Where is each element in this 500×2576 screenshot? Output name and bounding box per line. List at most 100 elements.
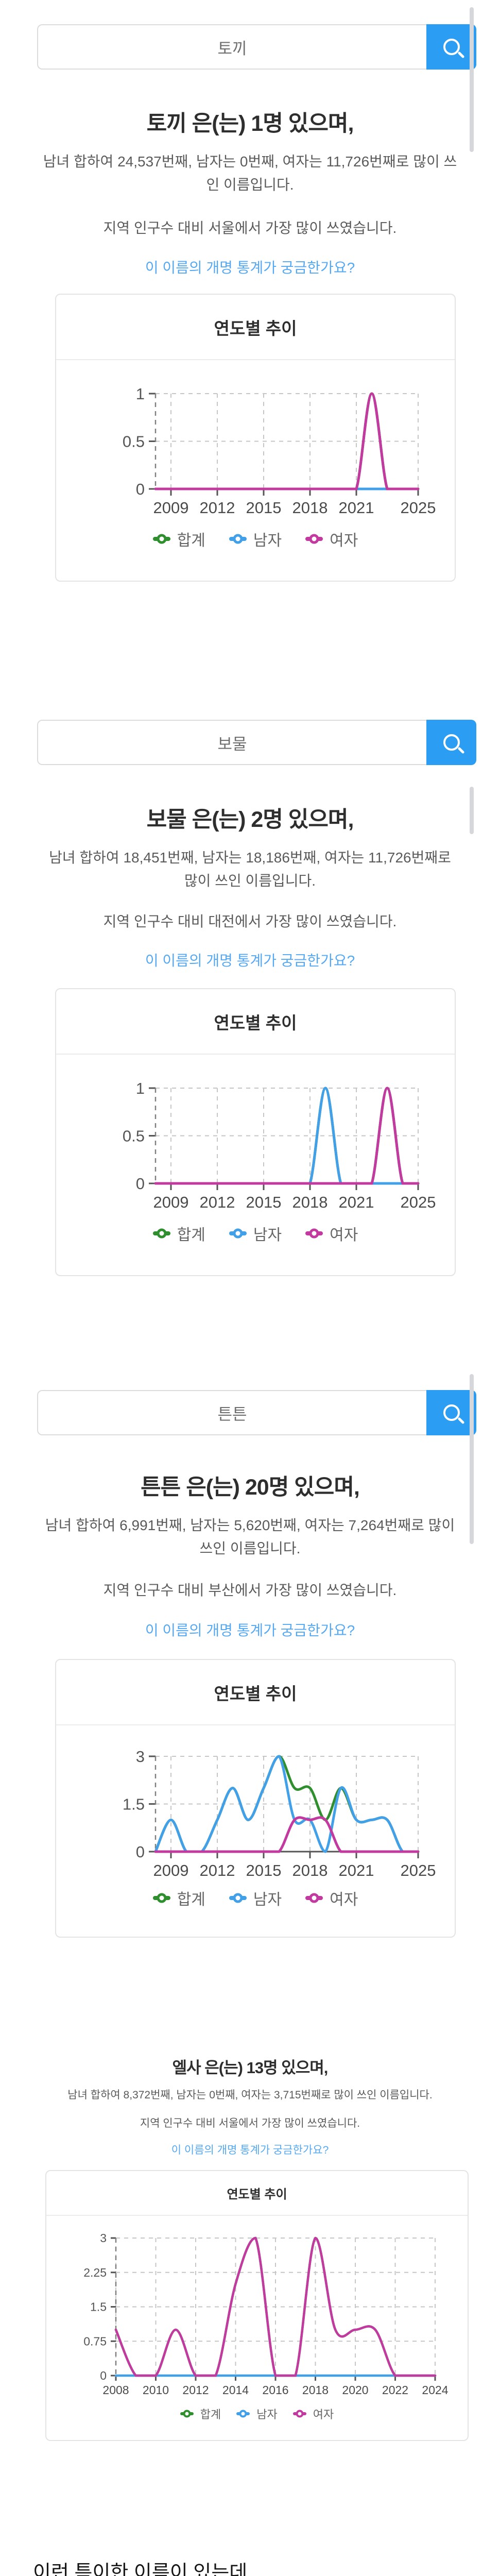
svg-text:1: 1 <box>136 385 145 403</box>
svg-text:2015: 2015 <box>246 499 282 517</box>
trend-chart: 2008 2010 2012 2014 2016 2018 2020 2022 2024 0 0.7… <box>83 2231 449 2397</box>
legend-item: 여자 <box>292 2405 334 2422</box>
legend-item: 여자 <box>305 528 358 550</box>
svg-text:0: 0 <box>100 2369 107 2382</box>
svg-text:2021: 2021 <box>339 1193 374 1211</box>
legend-marker-icon <box>305 534 323 544</box>
legend-item: 남자 <box>236 2405 278 2422</box>
search-input-value: 튼튼 <box>217 1405 247 1423</box>
search-button[interactable] <box>426 24 476 70</box>
svg-text:2018: 2018 <box>292 499 328 517</box>
result-title: 튼튼 은(는) 20명 있으며, <box>141 1475 360 1500</box>
svg-text:2009: 2009 <box>153 499 189 517</box>
legend-label: 여자 <box>330 532 358 549</box>
legend-label: 여자 <box>313 2408 334 2421</box>
svg-text:2021: 2021 <box>339 1861 374 1879</box>
legend-marker-icon <box>229 534 247 544</box>
chart-legend: 합계 남자 여자 <box>56 1887 455 1909</box>
search-icon <box>443 1404 460 1421</box>
svg-text:2024: 2024 <box>422 2383 448 2397</box>
search-icon <box>443 39 460 55</box>
region-text: 지역 인구수 대비 서울에서 가장 많이 쓰였습니다. <box>140 2117 360 2129</box>
legend-item: 합계 <box>180 2405 221 2422</box>
rename-stats-link[interactable]: 이 이름의 개명 통계가 궁금한가요? <box>171 2144 329 2156</box>
svg-text:2025: 2025 <box>401 499 436 517</box>
legend-item: 합계 <box>152 1222 205 1245</box>
chart-title: 연도별 추이 <box>46 2171 468 2216</box>
legend-label: 남자 <box>253 1891 282 1908</box>
svg-text:0: 0 <box>136 1843 145 1861</box>
scrollbar-thumb[interactable] <box>470 787 474 834</box>
legend-label: 남자 <box>253 1227 282 1244</box>
svg-text:2012: 2012 <box>200 1193 235 1211</box>
legend-label: 남자 <box>256 2408 278 2421</box>
svg-text:0.5: 0.5 <box>123 432 145 450</box>
legend-label: 합계 <box>200 2408 221 2421</box>
svg-text:2025: 2025 <box>401 1861 436 1879</box>
svg-text:2010: 2010 <box>143 2383 169 2397</box>
legend-item: 남자 <box>229 1222 282 1245</box>
svg-text:2022: 2022 <box>382 2383 408 2397</box>
rename-stats-link[interactable]: 이 이름의 개명 통계가 궁금한가요? <box>145 1622 355 1638</box>
chart-legend: 합계 남자 여자 <box>56 528 455 550</box>
rename-stats-link[interactable]: 이 이름의 개명 통계가 궁금한가요? <box>145 260 355 276</box>
svg-text:1.5: 1.5 <box>123 1795 145 1813</box>
region-text: 지역 인구수 대비 대전에서 가장 많이 쓰였습니다. <box>103 913 397 929</box>
legend-marker-icon <box>305 1228 323 1239</box>
search-button[interactable] <box>426 720 476 765</box>
svg-text:2021: 2021 <box>339 499 374 517</box>
scrollbar-thumb[interactable] <box>470 1374 474 1544</box>
rank-text: 남녀 합하여 6,991번째, 남자는 5,620번째, 여자는 7,264번째… <box>45 1517 455 1533</box>
rank-text: 인 이름입니다. <box>206 177 294 193</box>
legend-marker-icon <box>229 1228 247 1239</box>
svg-text:0.5: 0.5 <box>123 1127 145 1145</box>
search-bar: 토끼 <box>37 24 476 70</box>
chart-title: 연도별 추이 <box>56 295 455 360</box>
svg-text:2008: 2008 <box>102 2383 129 2397</box>
svg-text:2014: 2014 <box>222 2383 249 2397</box>
legend-marker-icon <box>305 1893 323 1903</box>
legend-marker-icon <box>152 1893 170 1903</box>
legend-item: 여자 <box>305 1887 358 1909</box>
search-bar: 보물 <box>37 720 476 765</box>
svg-text:1: 1 <box>136 1079 145 1097</box>
trend-card: 연도별 추이 2009 2012 2015 2018 2021 2025 0 0.5 1 합계 남… <box>55 294 456 582</box>
svg-text:2015: 2015 <box>246 1861 282 1879</box>
trend-card: 연도별 추이 2009 2012 2015 2018 2021 2025 0 1.5 3 합계 남… <box>55 1659 456 1938</box>
svg-text:2012: 2012 <box>200 499 235 517</box>
svg-text:2.25: 2.25 <box>83 2266 107 2279</box>
scrollbar-thumb[interactable] <box>470 7 474 152</box>
search-input[interactable]: 토끼 <box>37 24 426 70</box>
search-input[interactable]: 보물 <box>37 720 426 765</box>
search-input[interactable]: 튼튼 <box>37 1390 426 1435</box>
legend-item: 합계 <box>152 1887 205 1909</box>
svg-text:2020: 2020 <box>342 2383 368 2397</box>
legend-label: 남자 <box>253 532 282 549</box>
result-title: 토끼 은(는) 1명 있으며, <box>146 111 354 136</box>
svg-text:2009: 2009 <box>153 1861 189 1879</box>
legend-label: 합계 <box>177 1227 205 1244</box>
svg-text:1.5: 1.5 <box>90 2300 107 2314</box>
svg-text:2018: 2018 <box>292 1193 328 1211</box>
rename-stats-link[interactable]: 이 이름의 개명 통계가 궁금한가요? <box>145 953 355 969</box>
svg-text:2016: 2016 <box>262 2383 288 2397</box>
rank-text: 쓰인 이름입니다. <box>199 1540 301 1556</box>
svg-text:2012: 2012 <box>182 2383 209 2397</box>
legend-item: 남자 <box>229 1887 282 1909</box>
svg-text:2025: 2025 <box>401 1193 436 1211</box>
legend-label: 합계 <box>177 1891 205 1908</box>
svg-text:0.75: 0.75 <box>83 2334 107 2348</box>
svg-text:2012: 2012 <box>200 1861 235 1879</box>
svg-text:3: 3 <box>136 1748 145 1766</box>
legend-label: 여자 <box>330 1891 358 1908</box>
result-title: 보물 은(는) 2명 있으며, <box>146 807 354 832</box>
legend-marker-icon <box>152 1228 170 1239</box>
trend-chart: 2009 2012 2015 2018 2021 2025 0 1.5 3 <box>123 1748 436 1879</box>
svg-text:0: 0 <box>136 480 145 498</box>
trend-card: 연도별 추이 2009 2012 2015 2018 2021 2025 0 0.5 1 합계 남… <box>55 988 456 1276</box>
svg-text:0: 0 <box>136 1175 145 1193</box>
search-icon <box>443 734 460 751</box>
search-button[interactable] <box>426 1390 476 1435</box>
trend-chart: 2009 2012 2015 2018 2021 2025 0 0.5 1 <box>123 385 436 517</box>
